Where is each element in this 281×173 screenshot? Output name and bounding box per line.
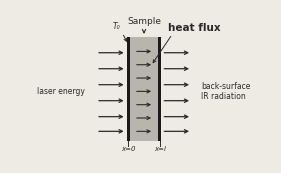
Text: back-surface
IR radiation: back-surface IR radiation: [201, 82, 251, 101]
Bar: [126, 37, 130, 141]
Text: laser energy: laser energy: [37, 87, 85, 96]
Text: x=0: x=0: [121, 146, 136, 152]
Bar: [126, 37, 161, 141]
Text: T₀: T₀: [112, 22, 120, 31]
Text: x=l: x=l: [154, 146, 166, 152]
Text: heat flux: heat flux: [168, 23, 221, 33]
Bar: [158, 37, 161, 141]
Text: Sample: Sample: [127, 17, 161, 26]
